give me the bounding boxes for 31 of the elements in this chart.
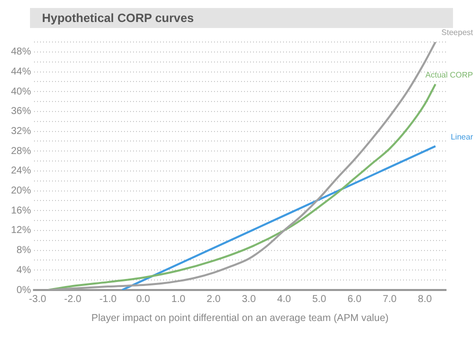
y-tick-label: 12% (11, 225, 32, 236)
y-tick-label: 4% (16, 264, 32, 276)
y-tick-label: 32% (11, 126, 32, 138)
line-series (47, 83, 436, 290)
y-tick-label: 20% (11, 186, 32, 197)
y-tick-label: 36% (11, 106, 32, 118)
y-tick-label: 24% (11, 166, 32, 177)
x-axis-title: Player impact on point differential on an average team (APM value) (91, 312, 389, 324)
x-tick-label: 8.0 (418, 294, 432, 305)
x-tick-label: 0.0 (136, 294, 151, 305)
y-tick-label: 16% (11, 205, 32, 216)
x-tick-label: 5.0 (312, 294, 327, 305)
x-tick-label: -2.0 (64, 294, 82, 305)
x-tick-label: 4.0 (277, 294, 292, 305)
x-tick-label: -1.0 (99, 294, 118, 305)
x-tick-label: 7.0 (382, 294, 398, 305)
y-tick-label: 48% (11, 46, 32, 58)
x-tick-label: 1.0 (171, 294, 186, 305)
text: Linear (450, 132, 474, 142)
series-label: Steepest (441, 28, 474, 38)
series-label: Actual CORP (425, 70, 473, 80)
x-tick-label: 3.0 (242, 294, 256, 305)
y-tick-label: 8% (16, 245, 32, 256)
x-tick-label: -3.0 (28, 294, 47, 305)
y-tick-label: 28% (11, 146, 32, 157)
chart-title: Hypothetical CORP curves (30, 8, 453, 28)
x-tick-label: 2.0 (206, 294, 221, 305)
y-tick-label: 44% (11, 66, 32, 78)
y-tick-label: 40% (11, 86, 32, 98)
x-tick-label: 6.0 (347, 294, 362, 305)
y-tick-label: 0% (16, 284, 32, 296)
